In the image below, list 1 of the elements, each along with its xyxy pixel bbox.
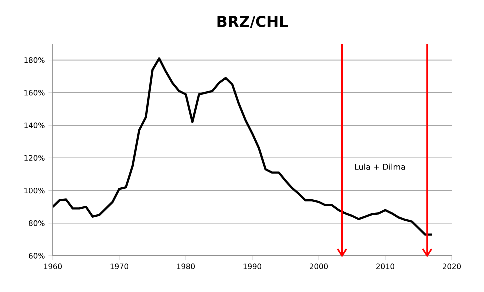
chart-title: BRZ/CHL — [218, 16, 288, 29]
